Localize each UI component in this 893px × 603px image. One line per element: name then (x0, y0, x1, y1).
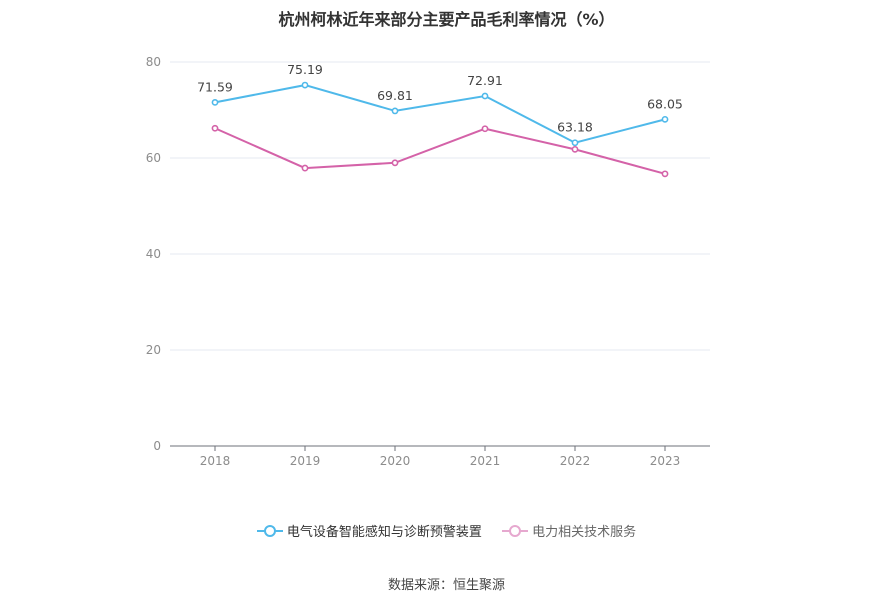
legend-label-series-1: 电气设备智能感知与诊断预警装置 (286, 525, 482, 540)
x-tick-label: 2021 (470, 454, 501, 468)
x-tick-label: 2020 (380, 454, 411, 468)
data-point-series-1 (571, 139, 579, 147)
y-tick-label: 20 (146, 343, 161, 357)
y-tick-label: 40 (146, 247, 161, 261)
legend-line-circle-icon (502, 524, 529, 537)
data-point-series-1 (391, 107, 399, 115)
x-tick-label: 2022 (560, 454, 591, 468)
data-label: 72.91 (467, 73, 503, 88)
legend-label-series-2: 电力相关技术服务 (532, 525, 637, 540)
data-label: 68.05 (647, 96, 683, 111)
legend-item-series-1[interactable]: 电气设备智能感知与诊断预警装置 (256, 521, 482, 540)
data-point-series-2 (301, 164, 309, 172)
y-tick-label: 60 (146, 151, 161, 165)
x-axis: 2018 2019 2020 2021 2022 2023 (170, 445, 710, 468)
x-tick-label: 2018 (200, 454, 231, 468)
legend-item-series-2[interactable]: 电力相关技术服务 (502, 521, 636, 540)
y-tick-label: 0 (153, 439, 161, 453)
grid-lines (170, 61, 710, 351)
data-point-series-1 (211, 98, 219, 106)
series-line-2 (214, 127, 666, 175)
legend: 电气设备智能感知与诊断预警装置 电力相关技术服务 (0, 521, 893, 542)
data-source: 数据来源：恒生聚源 (387, 578, 505, 593)
series-layer (211, 81, 669, 178)
data-point-series-2 (661, 170, 669, 178)
data-point-series-1 (481, 92, 489, 100)
data-labels: 71.59 75.19 69.81 72.91 63.18 68.05 (197, 62, 683, 135)
data-label: 75.19 (287, 62, 323, 77)
data-label: 63.18 (557, 120, 593, 135)
data-label: 71.59 (197, 79, 233, 94)
chart-title: 杭州柯林近年来部分主要产品毛利率情况（%） (278, 10, 615, 29)
legend-line-circle-icon (256, 524, 283, 537)
x-tick-label: 2019 (290, 454, 321, 468)
x-tick-label: 2023 (650, 454, 681, 468)
data-point-series-2 (481, 125, 489, 133)
y-tick-label: 80 (146, 55, 161, 69)
series-line-1 (214, 84, 666, 144)
data-point-series-2 (211, 124, 219, 132)
data-point-series-1 (661, 115, 669, 123)
data-label: 69.81 (377, 88, 413, 103)
y-axis-ticks: 0 20 40 60 80 (146, 55, 161, 453)
data-point-series-2 (391, 159, 399, 167)
data-point-series-2 (571, 145, 579, 153)
data-point-series-1 (301, 81, 309, 89)
